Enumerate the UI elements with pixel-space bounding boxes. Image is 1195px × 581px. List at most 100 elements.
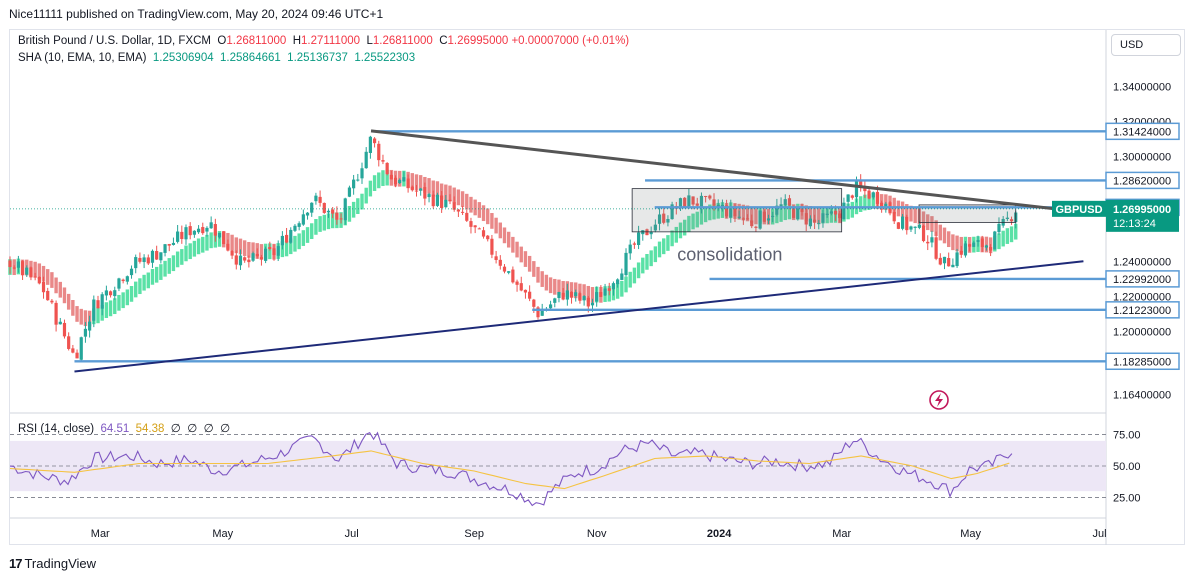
- candle-body: [896, 222, 901, 229]
- candle-body: [716, 204, 720, 207]
- sha-bar: [578, 283, 582, 300]
- indicator-name[interactable]: SHA (10, EMA, 10, EMA): [18, 52, 147, 64]
- candle-body: [289, 229, 293, 243]
- candle-body: [41, 281, 46, 293]
- candle-body: [339, 218, 343, 220]
- candle-body: [201, 227, 205, 234]
- candle-body: [293, 225, 297, 231]
- rsi-legend: RSI (14, close) 64.51 54.38 ∅ ∅ ∅ ∅: [18, 421, 230, 435]
- lightning-icon[interactable]: [929, 390, 949, 410]
- sha-bar: [238, 238, 243, 255]
- sha-bar: [670, 230, 674, 247]
- horizontal-levels[interactable]: [74, 130, 1106, 363]
- candle-body: [326, 210, 331, 213]
- level-badge: [1105, 122, 1180, 141]
- candle-body: [414, 190, 419, 192]
- sha-bar: [557, 279, 561, 296]
- candle-body: [440, 195, 444, 208]
- candle-body: [737, 216, 741, 218]
- candle-body: [523, 289, 528, 293]
- candle-body: [871, 192, 875, 198]
- rsi-empty-value: ∅: [220, 423, 231, 435]
- symbol-name[interactable]: British Pound / U.S. Dollar, 1D, FXCM: [18, 35, 212, 47]
- trendlines[interactable]: [74, 129, 1116, 373]
- candle-body: [12, 267, 16, 269]
- sha-bar: [234, 237, 238, 254]
- sha-bar: [582, 284, 586, 300]
- sha-bar: [318, 216, 322, 232]
- level-badge: [1105, 301, 1180, 319]
- currency-selector[interactable]: USD: [1111, 34, 1181, 56]
- sha-bar: [314, 219, 318, 235]
- candle-body: [372, 138, 377, 144]
- price-tick-label: 1.16400000: [1113, 389, 1171, 401]
- sha-bar: [66, 293, 71, 310]
- candle-body: [385, 162, 389, 175]
- sha-bar: [171, 255, 176, 272]
- sha-bar: [452, 187, 456, 204]
- time-tick-label: Jul: [345, 528, 359, 540]
- candle-body: [159, 252, 163, 261]
- candle-body: [850, 195, 854, 198]
- candle-body: [238, 255, 243, 266]
- candle-body: [528, 291, 532, 299]
- candle-body: [649, 231, 653, 235]
- candle-body: [569, 291, 574, 298]
- candle-body: [469, 221, 473, 227]
- candle-body: [599, 292, 603, 297]
- sha-bar: [909, 205, 913, 222]
- sha-bar: [410, 173, 414, 189]
- candle-body: [243, 257, 247, 261]
- candles: [8, 135, 1018, 362]
- candle-body: [808, 218, 813, 227]
- rsi-value: 64.51: [100, 423, 130, 435]
- candle-body: [829, 211, 833, 214]
- candle-body: [553, 298, 557, 303]
- candle-body: [951, 264, 955, 268]
- candle-body: [301, 214, 305, 225]
- sha-bar: [167, 258, 171, 274]
- sha-bar: [456, 189, 461, 206]
- level-badge-label: 1.21223000: [1113, 305, 1171, 317]
- candle-body: [947, 258, 951, 267]
- indicator-value: 1.25522303: [354, 52, 416, 64]
- sha-bar: [146, 272, 150, 289]
- sha-bar: [1005, 228, 1010, 244]
- sha-bar: [121, 292, 125, 309]
- sha-bar: [289, 238, 293, 255]
- candle-body: [892, 212, 896, 222]
- last-price-label: 1.26995000: [1113, 204, 1171, 216]
- candle-body: [456, 209, 460, 212]
- candle-body: [423, 187, 427, 199]
- candle-body: [921, 225, 926, 242]
- rsi-tick-label: 50.00: [1113, 461, 1141, 473]
- candle-body: [532, 299, 536, 307]
- sha-bar: [892, 197, 896, 214]
- candle-body: [209, 222, 213, 229]
- sha-bar: [330, 212, 335, 229]
- sha-bar: [1014, 223, 1018, 240]
- sha-bar: [431, 180, 435, 197]
- candle-body: [578, 293, 582, 301]
- symbol-badge-label: GBPUSD: [1055, 204, 1102, 216]
- sha-bar: [351, 201, 356, 218]
- price-change: +0.00007000 (+0.01%): [511, 35, 630, 47]
- candle-body: [318, 196, 322, 203]
- chart-frame: [9, 29, 1185, 545]
- candle-body: [83, 328, 88, 337]
- sha-bar: [858, 196, 863, 212]
- sha-bar: [846, 203, 850, 220]
- candle-body: [184, 227, 188, 240]
- candle-body: [247, 259, 251, 263]
- candle-body: [406, 178, 410, 189]
- sha-bar: [326, 213, 331, 230]
- sha-bar: [699, 208, 704, 225]
- candle-body: [167, 244, 171, 246]
- candle-body: [67, 336, 71, 349]
- candle-body: [150, 250, 155, 263]
- sha-bar: [175, 251, 180, 268]
- rsi-name[interactable]: RSI (14, close): [18, 423, 95, 435]
- candle-body: [155, 251, 159, 260]
- sha-bar: [817, 208, 821, 224]
